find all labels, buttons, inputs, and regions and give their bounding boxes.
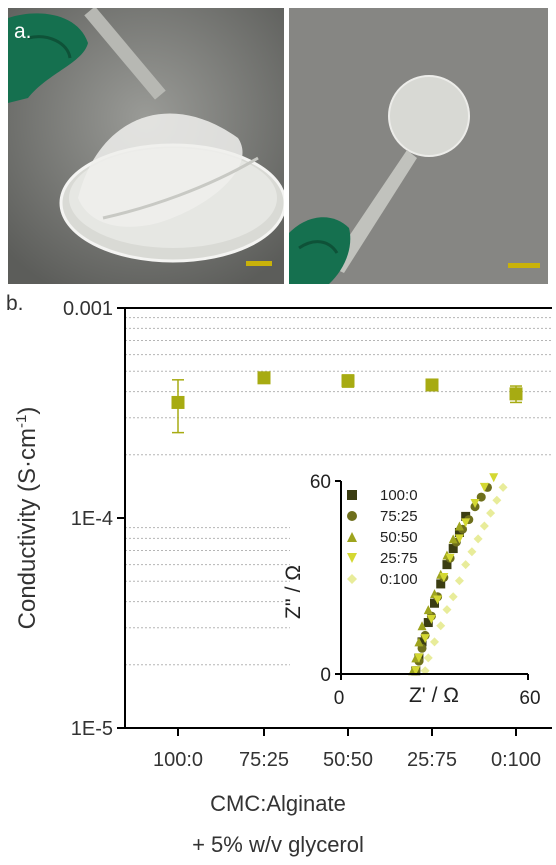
inset-point bbox=[423, 618, 433, 628]
legend-marker bbox=[347, 532, 357, 542]
y-tick-label: 0.001 bbox=[63, 298, 113, 320]
y-tick-label: 1E-4 bbox=[71, 508, 113, 530]
legend-label: 75:25 bbox=[380, 508, 418, 525]
legend-label: 25:75 bbox=[380, 550, 418, 567]
inset-point bbox=[454, 521, 464, 531]
inset-point bbox=[461, 560, 471, 570]
main-x-axis-label: CMC:Alginate bbox=[210, 791, 346, 816]
inset-point bbox=[454, 534, 464, 544]
inset-x-tick-label: 60 bbox=[519, 688, 540, 709]
inset-point bbox=[433, 595, 443, 605]
inset-point bbox=[442, 605, 452, 615]
inset-point bbox=[445, 553, 455, 563]
inset-chart: 0 60 0 60 100:0 75:25 50:50 25:75 0:100 Z'' / Ω… bbox=[282, 465, 556, 709]
inset-point bbox=[436, 579, 446, 589]
x-tick-label: 0:100 bbox=[491, 749, 541, 771]
data-point bbox=[257, 371, 271, 385]
inset-point bbox=[411, 666, 421, 676]
inset-point bbox=[448, 592, 458, 602]
legend-marker bbox=[347, 511, 357, 521]
legend-marker bbox=[347, 553, 357, 563]
main-x-axis-sublabel: + 5% w/v glycerol bbox=[192, 832, 364, 857]
panel-label-a: a. bbox=[14, 20, 32, 43]
inset-point bbox=[479, 482, 489, 492]
inset-x-tick-label: 0 bbox=[334, 688, 345, 709]
legend-label: 100:0 bbox=[380, 487, 418, 504]
y-tick-label: 1E-5 bbox=[71, 718, 113, 740]
inset-y-tick-label: 60 bbox=[310, 472, 331, 493]
inset-point bbox=[498, 482, 508, 492]
photo-film-disc bbox=[289, 8, 548, 284]
x-tick-label: 100:0 bbox=[153, 749, 203, 771]
inset-point bbox=[417, 621, 427, 631]
legend-label: 0:100 bbox=[380, 571, 418, 588]
data-point bbox=[171, 395, 185, 409]
inset-legend: 100:0 75:25 50:50 25:75 0:100 bbox=[347, 487, 418, 588]
legend-marker bbox=[347, 574, 357, 584]
inset-point bbox=[423, 605, 433, 615]
data-point bbox=[509, 387, 523, 401]
x-tick-label: 25:75 bbox=[407, 749, 457, 771]
inset-point bbox=[430, 637, 439, 647]
x-tick-label: 50:50 bbox=[323, 749, 373, 771]
inset-point bbox=[414, 637, 424, 647]
scale-bar-right bbox=[508, 263, 540, 268]
inset-ticks: 0 60 0 60 bbox=[310, 472, 541, 709]
inset-point bbox=[448, 544, 458, 554]
inset-point bbox=[470, 499, 480, 509]
data-point bbox=[425, 378, 439, 392]
inset-point bbox=[414, 653, 424, 663]
x-tick-label: 75:25 bbox=[239, 749, 289, 771]
inset-point bbox=[436, 621, 446, 631]
scale-bar-left bbox=[246, 261, 272, 266]
inset-y-tick-label: 0 bbox=[320, 665, 331, 686]
inset-point bbox=[454, 576, 464, 586]
inset-point bbox=[479, 521, 489, 531]
inset-point bbox=[489, 473, 499, 483]
data-point bbox=[341, 374, 355, 388]
inset-point bbox=[423, 653, 433, 663]
inset-point bbox=[430, 598, 439, 608]
legend-marker bbox=[347, 490, 357, 500]
inset-point bbox=[426, 614, 436, 624]
inset-point bbox=[420, 634, 430, 644]
inset-point bbox=[442, 560, 452, 570]
inset-y-axis-label: Z'' / Ω bbox=[282, 565, 305, 619]
inset-point bbox=[439, 573, 449, 582]
inset-point bbox=[461, 518, 471, 528]
main-y-ticks: 0.001 1E-4 1E-5 bbox=[63, 298, 125, 740]
inset-point bbox=[417, 637, 427, 647]
inset-point bbox=[486, 508, 496, 518]
inset-point bbox=[473, 534, 483, 544]
main-x-ticks: 100:0 75:25 50:50 25:75 0:100 bbox=[153, 728, 541, 771]
inset-point bbox=[492, 495, 502, 505]
legend-label: 50:50 bbox=[380, 529, 418, 546]
inset-x-axis-label: Z' / Ω bbox=[409, 684, 459, 707]
inset-point bbox=[448, 534, 458, 544]
main-y-axis-label: Conductivity (S·cm-1) bbox=[13, 407, 41, 630]
panel-label-b: b. bbox=[6, 292, 24, 315]
inset-points bbox=[408, 473, 508, 676]
main-points bbox=[171, 371, 523, 434]
photo-film-petri-dish bbox=[8, 8, 284, 284]
inset-point bbox=[467, 547, 477, 557]
